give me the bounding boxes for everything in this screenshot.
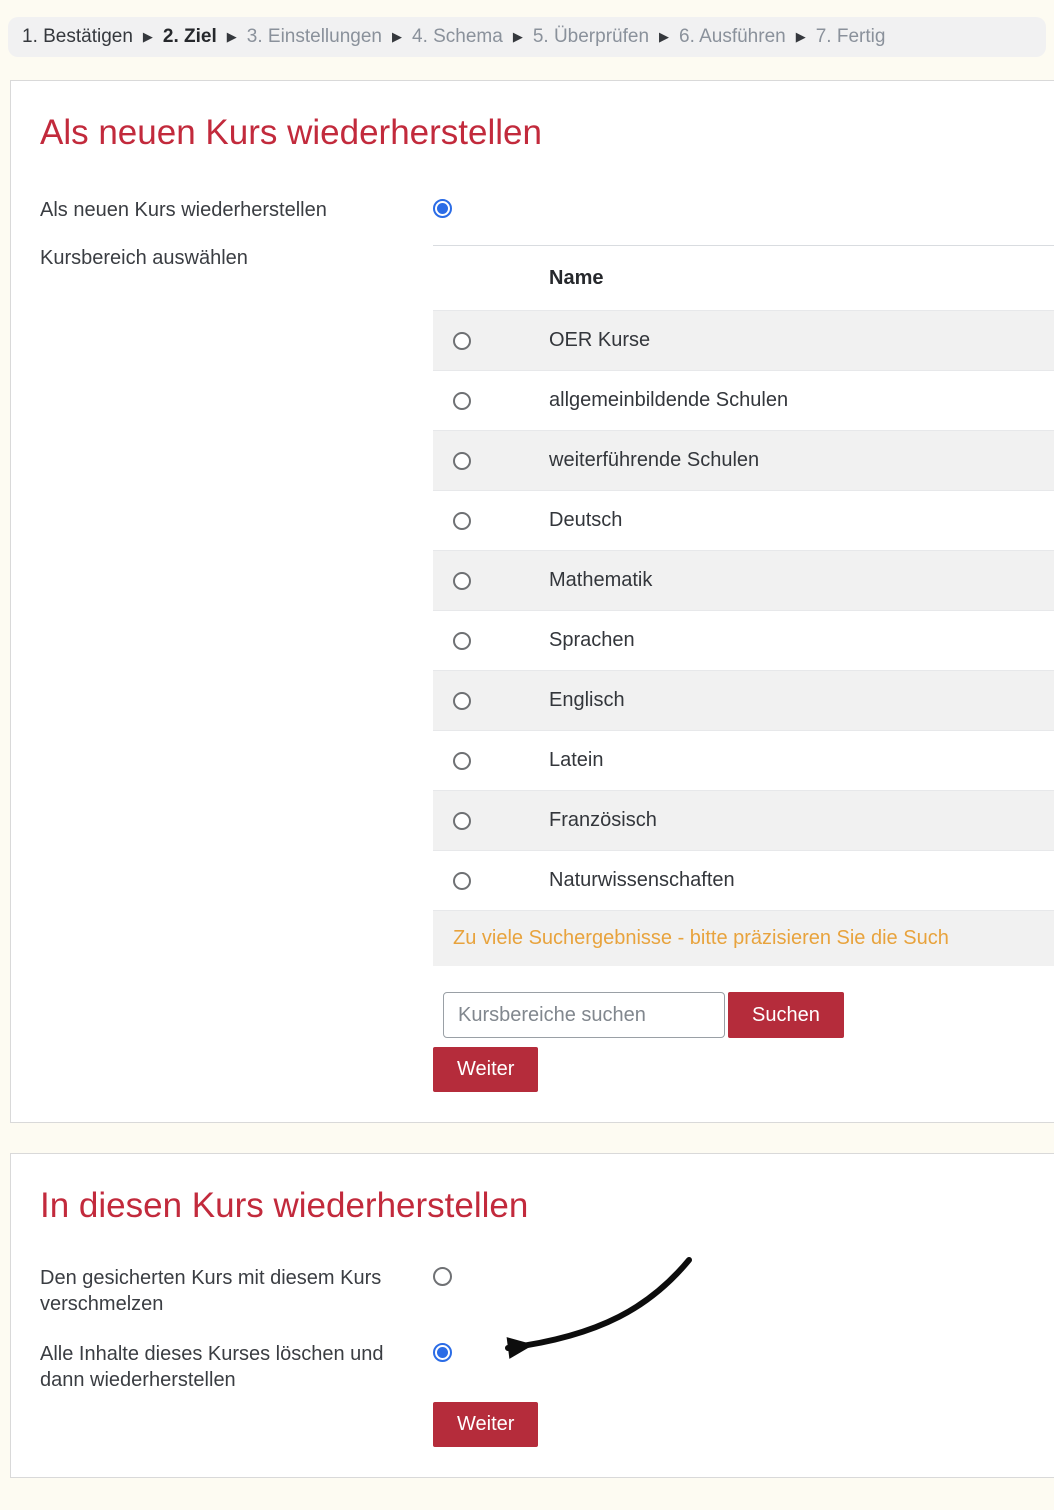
- too-many-results-notice: Zu viele Suchergebnisse - bitte präzisie…: [433, 910, 1054, 967]
- page-title-into-course: In diesen Kurs wiederherstellen: [40, 1186, 529, 1226]
- category-name: allgemeinbildende Schulen: [549, 389, 789, 412]
- category-radio[interactable]: [453, 751, 471, 770]
- category-select-label: Kursbereich auswählen: [40, 247, 248, 270]
- category-radio[interactable]: [453, 871, 471, 890]
- category-name-column-header: Name: [549, 266, 604, 289]
- step-separator-icon: ▶: [392, 29, 402, 44]
- category-name: Französisch: [549, 809, 657, 832]
- category-name: Naturwissenschaften: [549, 869, 735, 892]
- category-row: Französisch: [433, 790, 1054, 851]
- category-row: Latein: [433, 730, 1054, 790]
- restore-as-new-radio[interactable]: [433, 199, 452, 219]
- category-row: Sprachen: [433, 610, 1054, 670]
- category-row: allgemeinbildende Schulen: [433, 370, 1054, 430]
- category-row: OER Kurse: [433, 310, 1054, 371]
- form-row-category-select: Kursbereich auswählen Name OER Kurse allg…: [40, 245, 1054, 1093]
- category-search-row: Suchen: [443, 992, 1054, 1039]
- search-button[interactable]: Suchen: [728, 992, 844, 1039]
- category-table-body: OER Kurse allgemeinbildende Schulen weiter…: [433, 310, 1054, 910]
- category-radio[interactable]: [453, 571, 471, 590]
- category-radio[interactable]: [453, 631, 471, 650]
- continue-button-new-course[interactable]: Weiter: [433, 1047, 539, 1093]
- category-row: Deutsch: [433, 490, 1054, 550]
- category-row: Naturwissenschaften: [433, 850, 1054, 910]
- continue-button-into-course[interactable]: Weiter: [433, 1401, 539, 1447]
- category-name: Englisch: [549, 689, 625, 712]
- category-radio[interactable]: [453, 331, 471, 350]
- category-table-header: Name: [433, 246, 1054, 310]
- step-separator-icon: ▶: [226, 29, 237, 44]
- category-table: Name OER Kurse allgemeinbildende Schulen w…: [433, 245, 1054, 967]
- into-option-label: Den gesicherten Kurs mit diesem Kurs ver…: [40, 1266, 382, 1315]
- category-row: weiterführende Schulen: [433, 430, 1054, 491]
- page-title-new-course: Als neuen Kurs wiederherstellen: [40, 113, 542, 152]
- category-radio[interactable]: [453, 391, 471, 410]
- step-3: 3. Einstellungen: [246, 26, 382, 47]
- step-7: 7. Fertig: [815, 26, 886, 47]
- step-6: 6. Ausführen: [679, 26, 786, 47]
- step-separator-icon: ▶: [142, 29, 153, 44]
- category-search-input[interactable]: [443, 992, 725, 1039]
- form-row-restore-as-new: Als neuen Kurs wiederherstellen: [40, 197, 1054, 223]
- into-option-radio[interactable]: [433, 1266, 452, 1286]
- restore-as-new-label: Als neuen Kurs wiederherstellen: [40, 199, 327, 222]
- category-radio[interactable]: [453, 811, 471, 830]
- into-option-label: Alle Inhalte dieses Kurses löschen und d…: [40, 1342, 384, 1391]
- category-row: Englisch: [433, 670, 1054, 731]
- step-1: 1. Bestätigen: [22, 26, 133, 47]
- panel-restore-new-course: Als neuen Kurs wiederherstellen Als neue…: [10, 80, 1054, 1124]
- category-name: Latein: [549, 749, 604, 772]
- category-radio[interactable]: [453, 511, 471, 530]
- category-name: Sprachen: [549, 629, 635, 652]
- step-separator-icon: ▶: [659, 29, 670, 44]
- into-option-radio[interactable]: [433, 1342, 452, 1362]
- step-separator-icon: ▶: [795, 29, 806, 44]
- step-5: 5. Überprüfen: [532, 26, 650, 47]
- category-radio[interactable]: [453, 451, 471, 470]
- restore-steps-breadcrumb: 1. Bestätigen ▶ 2. Ziel ▶ 3. Einstellungen ▶ 4…: [8, 17, 1046, 57]
- category-name: weiterführende Schulen: [549, 449, 760, 472]
- panel-restore-into-course: In diesen Kurs wiederherstellen Den gesi…: [10, 1153, 1054, 1478]
- category-radio[interactable]: [453, 691, 471, 710]
- category-name: Deutsch: [549, 509, 623, 532]
- step-4: 4. Schema: [412, 26, 503, 47]
- category-name: Mathematik: [549, 569, 653, 592]
- step-separator-icon: ▶: [512, 29, 523, 44]
- category-row: Mathematik: [433, 550, 1054, 611]
- step-2: 2. Ziel: [162, 26, 217, 47]
- form-row-into-option-2: Alle Inhalte dieses Kurses löschen und d…: [40, 1341, 1054, 1393]
- form-row-into-option-1: Den gesicherten Kurs mit diesem Kurs ver…: [40, 1265, 1054, 1317]
- category-name: OER Kurse: [549, 329, 651, 352]
